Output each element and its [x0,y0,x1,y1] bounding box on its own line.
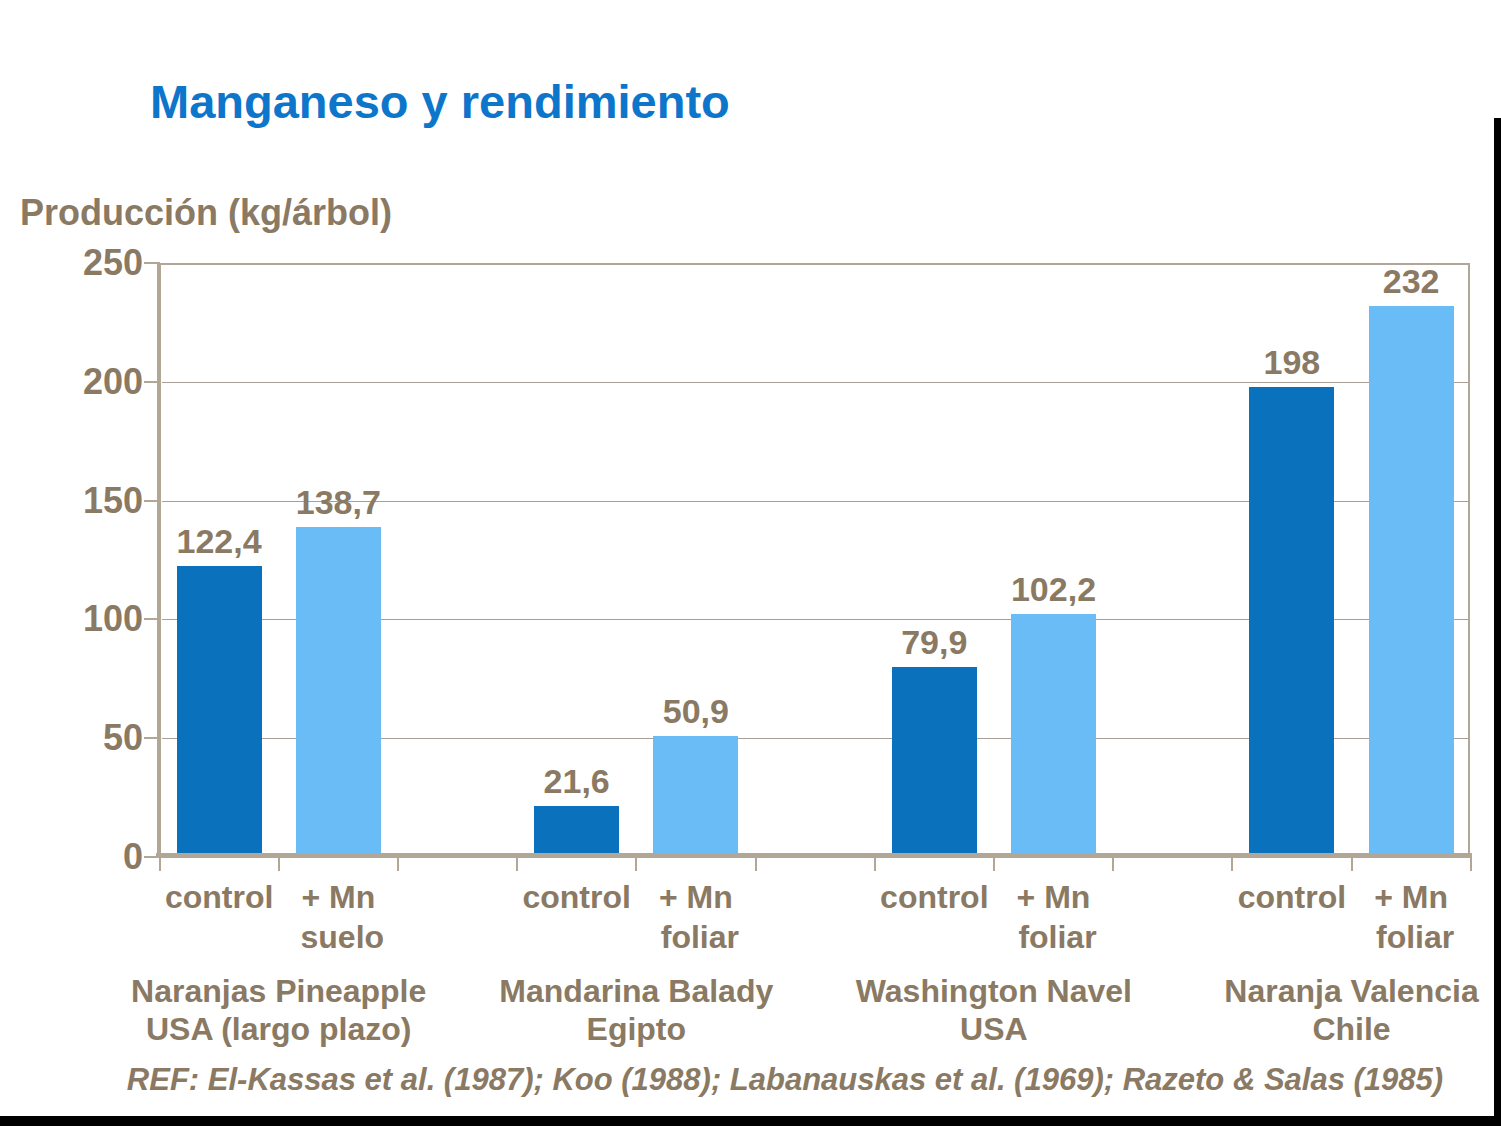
reference-note: REF: El-Kassas et al. (1987); Koo (1988)… [70,1062,1500,1098]
category-label: + Mn [944,878,1164,916]
group-title: Chile [1102,1010,1501,1048]
value-label: 50,9 [586,692,806,730]
y-tick-label: 50 [0,719,143,757]
y-axis-line [157,263,161,857]
x-tick-mark [1231,857,1233,871]
gridline [162,382,1469,383]
bar-treated-group-3 [1011,614,1096,856]
screen-edge-right [1494,118,1501,1126]
category-label: foliar [948,918,1168,956]
value-label: 102,2 [944,570,1164,608]
category-label: foliar [590,918,810,956]
bar-treated-group-1 [296,527,381,856]
axis-baseline [156,853,1472,858]
category-label: foliar [1305,918,1501,956]
y-tick-label: 200 [0,363,143,401]
bar-control-group-3 [892,667,977,856]
chart-layer: 050100150200250122,4control138,7+ Mnsuel… [0,0,1501,1126]
x-tick-mark [278,857,280,871]
screen-edge-bottom [0,1116,1501,1126]
x-tick-mark [397,857,399,871]
category-label: + Mn [586,878,806,916]
x-tick-mark [874,857,876,871]
x-tick-mark [516,857,518,871]
slide: Manganeso y rendimiento Producción (kg/á… [0,0,1501,1126]
x-tick-mark [993,857,995,871]
y-tick-label: 150 [0,482,143,520]
y-tick-label: 250 [0,244,143,282]
x-tick-mark [635,857,637,871]
bar-treated-group-2 [653,736,738,856]
bar-control-group-1 [177,566,262,856]
value-label: 232 [1301,262,1501,300]
x-tick-mark [159,857,161,871]
x-tick-mark [755,857,757,871]
group-title: Naranja Valencia [1102,972,1501,1010]
y-tick-label: 100 [0,600,143,638]
bar-control-group-4 [1249,387,1334,856]
category-label: + Mn [228,878,448,916]
bar-control-group-2 [534,806,619,856]
category-label: + Mn [1301,878,1501,916]
bar-treated-group-4 [1369,306,1454,856]
x-tick-mark [1351,857,1353,871]
category-label: suelo [232,918,452,956]
y-tick-label: 0 [0,838,143,876]
value-label: 138,7 [228,483,448,521]
x-tick-mark [1470,857,1472,871]
x-tick-mark [1112,857,1114,871]
